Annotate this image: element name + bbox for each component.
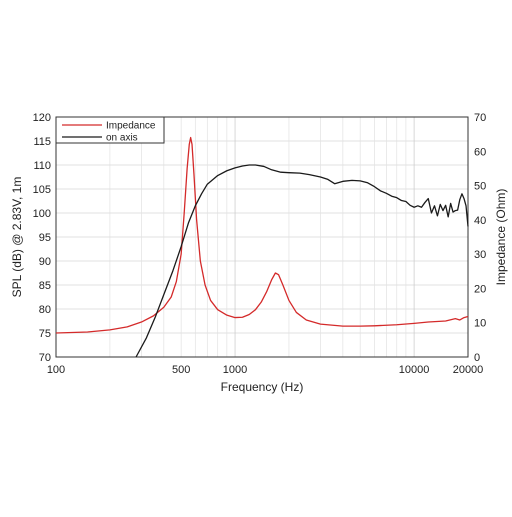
y-left-tick-label: 115	[33, 136, 51, 148]
y-left-tick-label: 120	[33, 112, 51, 124]
x-tick-label: 20000	[453, 364, 484, 376]
y-axis-right-title: Impedance (Ohm)	[494, 189, 508, 286]
y-right-tick-label: 20	[474, 283, 486, 295]
legend-box	[55, 116, 165, 144]
y-right-tick-label: 10	[474, 318, 486, 330]
y-right-tick-label: 70	[474, 112, 486, 124]
y-axis-left-title: SPL (dB) @ 2.83V, 1m	[10, 177, 24, 298]
legend-label-impedance: Impedance	[106, 121, 156, 132]
series-line-on-axis	[135, 164, 469, 358]
y-right-tick-label: 0	[474, 352, 480, 364]
x-tick-label: 10000	[399, 364, 430, 376]
y-right-tick-label: 30	[474, 249, 486, 261]
series-line-impedance	[55, 136, 469, 334]
y-left-tick-label: 70	[39, 352, 51, 364]
grid-layer	[55, 116, 469, 358]
y-right-tick-label: 50	[474, 181, 486, 193]
x-tick-label: 500	[172, 364, 190, 376]
series-layer	[55, 136, 469, 358]
y-left-tick-label: 80	[39, 304, 51, 316]
x-tick-label: 100	[47, 364, 65, 376]
plot-frame	[55, 116, 469, 358]
x-tick-label: 1000	[223, 364, 247, 376]
legend-label-on-axis: on axis	[106, 133, 138, 144]
y-left-tick-label: 100	[33, 208, 51, 220]
y-left-tick-label: 95	[39, 232, 51, 244]
tick-layer: 100 500 1000 10000 2000070758085909510010511…	[33, 112, 487, 376]
y-left-tick-label: 75	[39, 328, 51, 340]
y-left-tick-label: 85	[39, 280, 51, 292]
y-left-tick-label: 90	[39, 256, 51, 268]
y-right-tick-label: 60	[474, 146, 486, 158]
y-left-tick-label: 105	[33, 184, 51, 196]
legend: Impedance on axis	[55, 116, 165, 144]
x-axis-title: Frequency (Hz)	[221, 380, 304, 394]
y-right-tick-label: 40	[474, 215, 486, 227]
y-left-tick-label: 110	[33, 160, 51, 172]
